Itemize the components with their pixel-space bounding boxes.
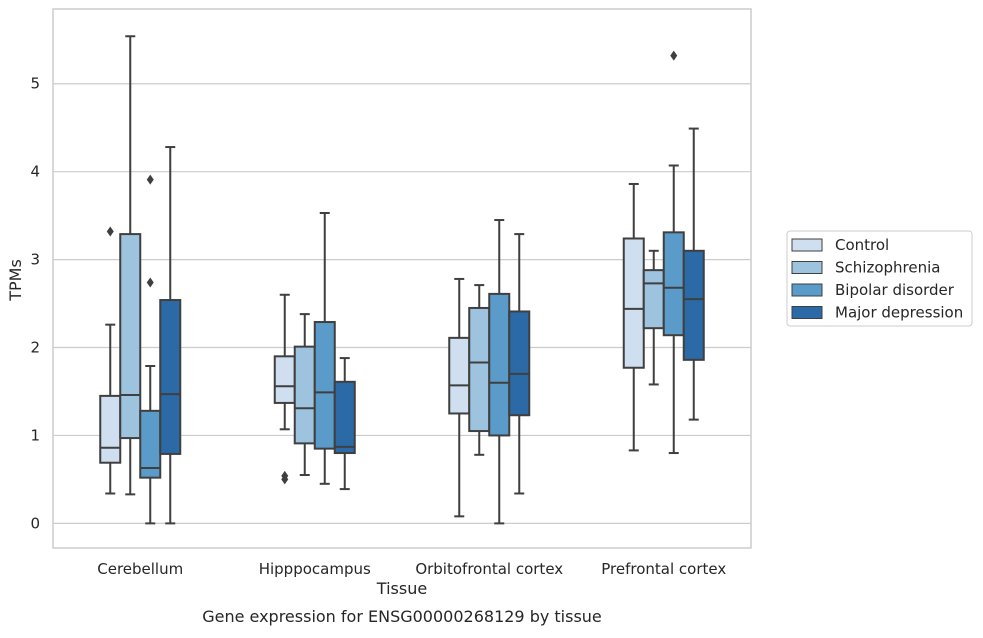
outlier-point bbox=[146, 277, 154, 288]
box-3-0 bbox=[622, 182, 645, 452]
box-body bbox=[293, 345, 316, 445]
chart-caption: Gene expression for ENSG00000268129 by t… bbox=[202, 607, 602, 626]
y-axis-label: TPMs bbox=[6, 259, 25, 302]
outlier-point bbox=[281, 470, 289, 481]
box-2-0 bbox=[448, 277, 471, 518]
box-body bbox=[468, 306, 491, 433]
y-tick-label: 3 bbox=[30, 251, 40, 269]
box-body bbox=[119, 233, 142, 440]
y-tick-label: 0 bbox=[30, 514, 40, 532]
y-tick-label: 1 bbox=[30, 426, 40, 444]
box-1-3 bbox=[333, 357, 356, 491]
box-0-2 bbox=[139, 174, 162, 525]
box-1-2 bbox=[313, 211, 336, 485]
box-2-3 bbox=[508, 233, 531, 495]
box-body bbox=[159, 299, 182, 455]
y-tick-label: 5 bbox=[30, 75, 40, 93]
x-tick-label: Prefrontal cortex bbox=[601, 560, 726, 578]
outlier-point bbox=[670, 50, 678, 61]
box-body bbox=[488, 292, 511, 437]
y-tick-labels: 0 1 2 3 4 5 bbox=[30, 75, 40, 533]
legend-label: Control bbox=[835, 236, 889, 254]
legend-label: Schizophrenia bbox=[835, 259, 940, 277]
box-body bbox=[273, 355, 296, 404]
boxes bbox=[99, 35, 705, 525]
box-body bbox=[313, 321, 336, 450]
box-body bbox=[99, 394, 122, 464]
x-axis-label: Tissue bbox=[376, 579, 427, 598]
legend-frame bbox=[786, 230, 973, 327]
box-body bbox=[448, 336, 471, 415]
y-tick-label: 2 bbox=[30, 339, 40, 357]
legend: Control Schizophrenia Bipolar disorder Majo… bbox=[786, 230, 973, 327]
box-body bbox=[642, 269, 665, 330]
legend-label: Bipolar disorder bbox=[835, 281, 955, 299]
y-tick-label: 4 bbox=[30, 163, 40, 181]
x-tick-label: Orbitofrontal cortex bbox=[415, 560, 563, 578]
box-2-2 bbox=[488, 219, 511, 525]
outlier-point bbox=[106, 226, 114, 237]
legend-label: Major depression bbox=[835, 304, 963, 322]
x-tick-label: Cerebellum bbox=[97, 560, 183, 578]
box-2-1 bbox=[468, 284, 491, 456]
box-3-1 bbox=[642, 249, 665, 386]
box-body bbox=[508, 310, 531, 417]
legend-swatch bbox=[791, 261, 823, 274]
box-body bbox=[662, 231, 685, 337]
box-0-1 bbox=[119, 35, 142, 496]
legend-swatch bbox=[791, 306, 823, 319]
outlier-point bbox=[146, 174, 154, 185]
box-body bbox=[682, 249, 705, 361]
box-body bbox=[333, 380, 356, 455]
box-body bbox=[622, 237, 645, 369]
legend-swatch bbox=[791, 283, 823, 297]
box-0-3 bbox=[159, 146, 182, 525]
legend-swatch bbox=[791, 238, 823, 252]
box-3-3 bbox=[682, 127, 705, 421]
box-1-1 bbox=[293, 313, 316, 477]
x-tick-label: Hipppocampus bbox=[259, 560, 371, 578]
x-tick-labels: Cerebellum Hipppocampus Orbitofrontal cort… bbox=[97, 560, 726, 578]
